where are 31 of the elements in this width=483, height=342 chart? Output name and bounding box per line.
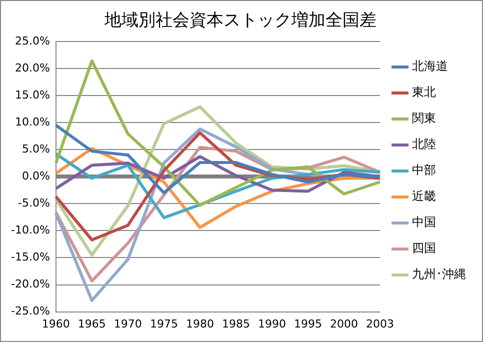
x-tick-label: 1995 <box>294 317 322 330</box>
legend-label: 東北 <box>412 85 436 100</box>
y-tick-label: -5.0% <box>18 196 50 210</box>
legend-label: 北海道 <box>412 59 448 74</box>
legend-label: 四国 <box>412 241 436 256</box>
legend-label: 中国 <box>412 215 436 230</box>
legend-label: 関東 <box>412 111 436 126</box>
x-tick-label: 1965 <box>78 317 106 330</box>
y-tick-label: 5.0% <box>22 142 50 156</box>
x-tick-label: 1980 <box>186 317 214 330</box>
x-tick-label: 2000 <box>330 317 358 330</box>
y-tick-label: 10.0% <box>14 115 50 128</box>
x-tick-label: 2003 <box>366 317 394 330</box>
y-tick-label: -25.0% <box>10 304 50 318</box>
x-tick-label: 1960 <box>42 317 70 330</box>
chart-title: 地域別社会資本ストック増加全国差 <box>104 10 376 31</box>
legend-label: 九州･沖縄 <box>412 267 466 282</box>
legend-label: 中部 <box>412 163 436 178</box>
x-tick-label: 1975 <box>150 317 178 330</box>
y-tick-label: -20.0% <box>10 278 50 291</box>
y-tick-label: 25.0% <box>14 34 50 48</box>
x-tick-label: 1990 <box>258 317 286 330</box>
y-tick-label: 0.0% <box>22 169 50 182</box>
y-tick-label: 20.0% <box>14 61 50 74</box>
legend-label: 北陸 <box>412 137 436 152</box>
legend-label: 近畿 <box>412 189 436 204</box>
y-tick-label: 15.0% <box>14 88 50 102</box>
x-tick-label: 1970 <box>114 317 142 330</box>
x-tick-label: 1985 <box>222 317 250 330</box>
y-tick-label: -15.0% <box>10 250 50 264</box>
y-tick-label: -10.0% <box>10 224 50 237</box>
